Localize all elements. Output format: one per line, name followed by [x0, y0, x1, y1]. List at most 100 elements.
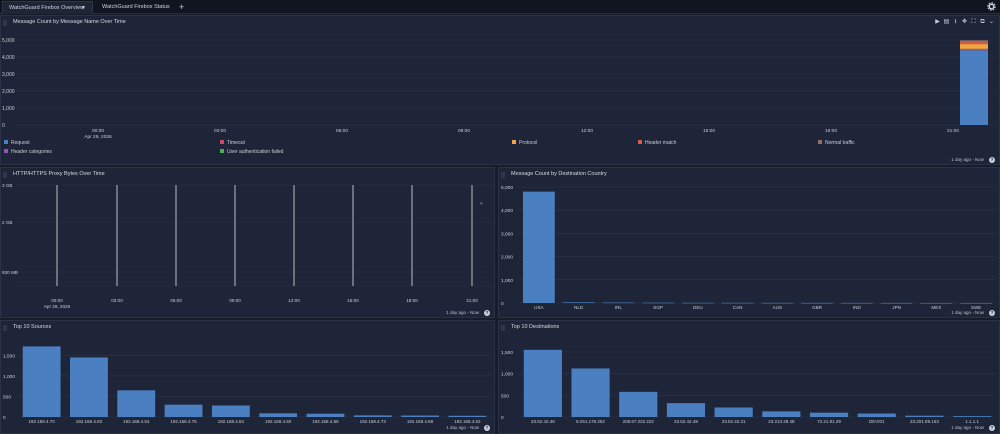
y-tick-label: 2,000	[501, 255, 513, 261]
marker-point: ×	[480, 201, 483, 206]
bar	[666, 403, 706, 417]
bar	[642, 302, 675, 304]
x-tick-sublabel: Apr 29, 2026	[44, 304, 71, 309]
y-tick-label: 0	[501, 301, 504, 307]
legend-item[interactable]: Request	[4, 140, 30, 146]
time-range-label: 1 day ago - Now	[951, 157, 984, 162]
bar	[960, 302, 993, 304]
drag-handle-icon[interactable]	[3, 20, 7, 26]
y-tick-label: 4,000	[501, 208, 513, 214]
chart-message-count: 5,000 4,000 3,000 2,000 1,000 0 00:00 03:00 06:0…	[2, 38, 996, 140]
y-tick-label: 3,000	[501, 231, 513, 237]
question-icon[interactable]: ?	[989, 157, 995, 163]
bar-segment	[960, 40, 988, 43]
chevron-down-icon[interactable]: ▼	[81, 5, 86, 11]
bar	[801, 302, 834, 304]
bar	[714, 407, 753, 417]
y-tick-label: 3 GB	[2, 183, 12, 188]
bar	[401, 415, 439, 417]
bar-segment	[960, 44, 988, 49]
plus-icon[interactable]: +	[179, 2, 185, 12]
x-tick-label: AUS	[773, 305, 782, 310]
chevron-down-icon[interactable]: ⌄	[988, 19, 995, 25]
document-icon[interactable]: ▤	[943, 19, 950, 25]
x-tick-label: 21:00	[466, 298, 478, 303]
tab-label: WatchGuard Firebox Status	[102, 4, 170, 10]
x-tick-label: 192.168.4.52	[454, 419, 481, 424]
x-tick-label: SWE	[971, 305, 981, 310]
bar	[721, 302, 754, 304]
bar-segment	[960, 48, 988, 51]
legend-item[interactable]: Header categories	[4, 149, 52, 155]
legend-label: Normal traffic	[825, 140, 855, 146]
bar	[211, 405, 250, 417]
tab-firebox-status[interactable]: WatchGuard Firebox Status	[96, 1, 174, 14]
x-tick-label: 192.168.4.84	[218, 419, 245, 424]
y-tick-label: 930 MB	[2, 270, 18, 275]
question-icon[interactable]: ?	[989, 310, 995, 316]
bar	[117, 390, 156, 417]
x-tick-label: 23.52.42.49	[674, 419, 698, 424]
legend-swatch	[818, 140, 822, 145]
fullscreen-icon[interactable]: ⛶	[971, 19, 976, 25]
x-tick-label: DEU	[693, 305, 703, 310]
question-icon[interactable]: ?	[484, 425, 490, 431]
time-range-label: 1 day ago - Now	[951, 310, 984, 315]
play-icon[interactable]: ▶	[935, 19, 940, 25]
x-tick-label: 15:00	[347, 298, 359, 303]
y-tick-label: 1,000	[2, 106, 15, 112]
legend-item[interactable]: Header match	[638, 140, 676, 146]
x-tick-label: 21:00	[947, 128, 959, 134]
legend-label: Timeout	[227, 140, 245, 146]
legend-item[interactable]: User authentication failed	[220, 149, 283, 155]
x-tick-label: 8.251.175.252	[576, 419, 605, 424]
question-icon[interactable]: ?	[484, 310, 490, 316]
move-icon[interactable]: ✥	[961, 19, 968, 25]
x-tick-label: DEVI01	[869, 419, 885, 424]
x-tick-label: IND	[853, 305, 862, 310]
y-tick-label: 0	[3, 415, 6, 421]
bar	[523, 349, 562, 417]
x-tick-label: 192.168.4.50	[265, 419, 292, 424]
legend-swatch	[512, 140, 516, 145]
y-tick-label: 0	[501, 415, 504, 421]
panel-title: Message Count by Destination Country	[511, 171, 607, 177]
x-tick-label: GBR	[812, 305, 823, 310]
legend-label: User authentication failed	[227, 149, 284, 155]
tab-firebox-overview[interactable]: WatchGuard Firebox Overview ▼	[2, 1, 93, 14]
drag-handle-icon[interactable]	[501, 172, 505, 178]
x-tick-label: 1.1.1.1	[965, 419, 979, 424]
bar	[857, 413, 896, 417]
panel-title: Top 10 Destinations	[511, 324, 560, 330]
x-tick-label: IRL	[615, 305, 623, 310]
gear-icon[interactable]	[986, 1, 997, 12]
x-tick-sublabel: Apr 29, 2026	[84, 134, 112, 140]
bar-segment	[960, 42, 988, 45]
y-tick-label: 0	[2, 123, 5, 129]
legend-label: Request	[11, 140, 30, 146]
question-icon[interactable]: ?	[989, 425, 995, 431]
x-tick-label: 23.213.48.48	[768, 419, 795, 424]
download-icon[interactable]: ⭳	[954, 19, 957, 25]
panel-destination-country: Message Count by Destination Country 5,0…	[498, 167, 1000, 318]
export-icon[interactable]: ⧉	[980, 19, 985, 25]
x-tick-label: 23.52.42.46	[531, 419, 555, 424]
y-tick-label: 2,000	[2, 89, 15, 95]
x-tick-label: USA	[534, 305, 544, 310]
chart-destination-country: 5,000 4,000 3,000 2,000 1,000 0 USA NLD IRL SGP DE…	[501, 185, 996, 310]
legend-item[interactable]: Protocol	[512, 140, 537, 146]
legend-item[interactable]: Normal traffic	[818, 140, 855, 146]
bar	[761, 302, 794, 304]
legend-item[interactable]: Timeout	[220, 140, 245, 146]
legend-swatch	[220, 140, 224, 145]
drag-handle-icon[interactable]	[3, 172, 7, 178]
drag-handle-icon[interactable]	[501, 325, 505, 331]
y-tick-label: 1,000	[501, 372, 513, 378]
legend-swatch	[4, 140, 8, 145]
drag-handle-icon[interactable]	[3, 325, 7, 331]
x-tick-label: 208.67.222.222	[623, 419, 655, 424]
x-tick-label: MEX	[931, 305, 941, 310]
bar	[22, 346, 61, 417]
x-tick-label: 192.168.4.68	[407, 419, 434, 424]
y-tick-label: 4,000	[2, 55, 15, 61]
